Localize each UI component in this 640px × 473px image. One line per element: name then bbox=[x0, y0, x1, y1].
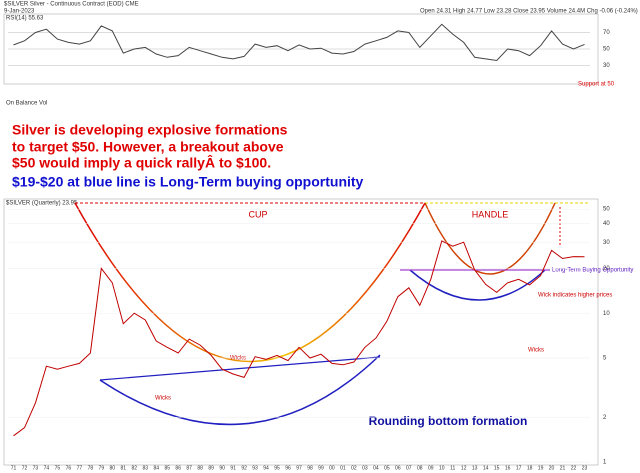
x-tick-label: 84 bbox=[153, 465, 159, 471]
support-note: Support at 50 bbox=[578, 82, 615, 88]
price-panel bbox=[3, 198, 599, 466]
x-tick-label: 07 bbox=[406, 465, 412, 471]
x-tick-label: 91 bbox=[230, 465, 236, 471]
wicks-label: Wicks bbox=[230, 356, 246, 362]
x-tick-label: 04 bbox=[373, 465, 379, 471]
x-tick-label: 01 bbox=[340, 465, 346, 471]
y-tick-label: 40 bbox=[603, 221, 610, 227]
x-tick-label: 92 bbox=[241, 465, 247, 471]
handle-bottom-arc bbox=[409, 269, 546, 301]
x-tick-label: 78 bbox=[88, 465, 94, 471]
x-tick-label: 77 bbox=[77, 465, 83, 471]
x-tick-label: 73 bbox=[33, 465, 39, 471]
note-line: Silver is developing explosive formation… bbox=[12, 122, 288, 138]
note-line: $50 would imply a quick rallyÂ to $100. bbox=[12, 154, 271, 171]
x-tick-label: 15 bbox=[494, 465, 500, 471]
cup-label: CUP bbox=[248, 209, 267, 219]
buy-label: Long-Term Buying Opportunity bbox=[552, 268, 633, 274]
data-line bbox=[13, 23, 585, 62]
x-tick-label: 80 bbox=[110, 465, 116, 471]
x-tick-label: 86 bbox=[175, 465, 181, 471]
x-tick-label: 09 bbox=[428, 465, 434, 471]
cup-arc bbox=[74, 202, 426, 362]
rsi-panel bbox=[3, 13, 599, 85]
wicks-label: Wicks bbox=[528, 348, 544, 354]
x-tick-label: 97 bbox=[296, 465, 302, 471]
x-tick-label: 17 bbox=[516, 465, 522, 471]
y-tick-label: 50 bbox=[603, 207, 610, 213]
wick-note: Wick indicates higher prices bbox=[538, 293, 612, 299]
y-tick-label: 30 bbox=[603, 240, 610, 246]
quote: Open 24.31 High 24.77 Low 23.28 Close 23… bbox=[420, 9, 638, 15]
x-tick-label: 08 bbox=[417, 465, 423, 471]
x-tick-label: 83 bbox=[142, 465, 148, 471]
wicks-label: Wicks bbox=[155, 396, 171, 402]
x-tick-label: 90 bbox=[219, 465, 225, 471]
x-tick-label: 11 bbox=[450, 465, 455, 471]
x-tick-label: 81 bbox=[121, 465, 127, 471]
x-tick-label: 12 bbox=[461, 465, 467, 471]
x-tick-label: 89 bbox=[208, 465, 214, 471]
date: 9-Jan-2023 bbox=[4, 9, 35, 15]
y-tick-label: 20 bbox=[603, 266, 610, 272]
x-tick-label: 88 bbox=[197, 465, 203, 471]
x-tick-label: 99 bbox=[318, 465, 324, 471]
price-title: $SILVER (Quarterly) 23.95 bbox=[6, 201, 78, 207]
handle-label: HANDLE bbox=[472, 209, 509, 219]
x-tick-label: 96 bbox=[285, 465, 291, 471]
y-tick-label: 10 bbox=[603, 311, 610, 317]
symbol: $SILVER Silver - Continuous Contract (EO… bbox=[4, 2, 139, 8]
note-line: to target $50. However, a breakout above bbox=[12, 139, 284, 155]
x-tick-label: 00 bbox=[329, 465, 335, 471]
x-tick-label: 05 bbox=[384, 465, 390, 471]
x-tick-label: 85 bbox=[164, 465, 170, 471]
obv-label: On Balance Vol bbox=[6, 101, 47, 107]
rounding-label: Rounding bottom formation bbox=[369, 414, 528, 428]
x-tick-label: 74 bbox=[44, 465, 50, 471]
x-tick-label: 87 bbox=[186, 465, 192, 471]
x-tick-label: 75 bbox=[55, 465, 61, 471]
x-tick-label: 72 bbox=[22, 465, 28, 471]
data-line bbox=[13, 240, 585, 437]
x-tick-label: 02 bbox=[351, 465, 357, 471]
x-tick-label: 94 bbox=[263, 465, 269, 471]
x-tick-label: 71 bbox=[11, 465, 17, 471]
y-tick-label: 50 bbox=[603, 47, 610, 53]
x-tick-label: 93 bbox=[252, 465, 258, 471]
handle-arc bbox=[424, 202, 556, 275]
rsi-title: RSI(14) 55.63 bbox=[6, 16, 44, 22]
x-tick-label: 82 bbox=[132, 465, 138, 471]
x-tick-label: 23 bbox=[582, 465, 588, 471]
y-tick-label: 5 bbox=[603, 356, 607, 362]
x-tick-label: 03 bbox=[362, 465, 368, 471]
x-tick-label: 16 bbox=[505, 465, 511, 471]
x-tick-label: 13 bbox=[472, 465, 478, 471]
x-tick-label: 98 bbox=[307, 465, 313, 471]
x-tick-label: 22 bbox=[571, 465, 577, 471]
bottom-arc bbox=[99, 354, 381, 426]
y-tick-label: 30 bbox=[603, 63, 610, 69]
x-tick-label: 79 bbox=[99, 465, 105, 471]
y-tick-label: 2 bbox=[603, 415, 607, 421]
y-tick-label: 70 bbox=[603, 30, 610, 36]
support-line bbox=[99, 356, 381, 381]
x-tick-label: 19 bbox=[538, 465, 544, 471]
x-tick-label: 06 bbox=[395, 465, 401, 471]
note-line: $19-$20 at blue line is Long-Term buying… bbox=[12, 174, 364, 190]
y-tick-label: 1 bbox=[603, 460, 607, 466]
x-tick-label: 10 bbox=[439, 465, 445, 471]
x-tick-label: 76 bbox=[66, 465, 72, 471]
x-tick-label: 21 bbox=[560, 465, 566, 471]
x-tick-label: 14 bbox=[483, 465, 489, 471]
x-tick-label: 18 bbox=[527, 465, 533, 471]
x-tick-label: 95 bbox=[274, 465, 280, 471]
x-tick-label: 20 bbox=[549, 465, 555, 471]
